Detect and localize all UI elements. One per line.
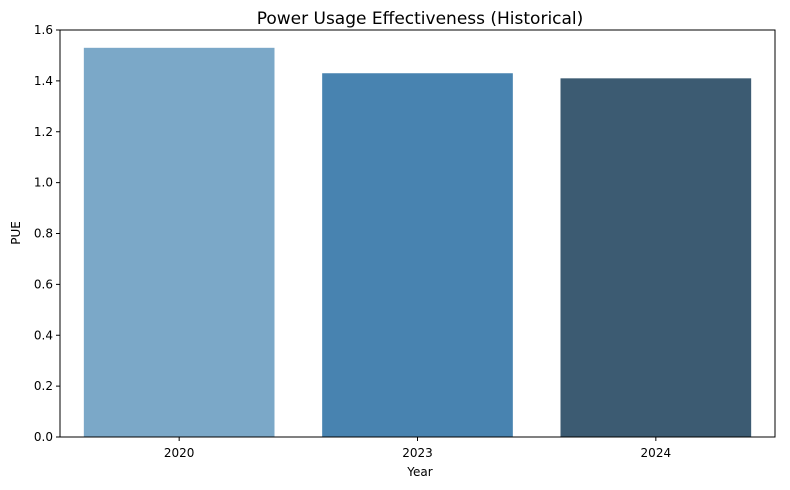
y-tick-label: 1.4 (34, 74, 53, 88)
x-tick-label: 2024 (641, 446, 672, 460)
y-tick-label: 0.8 (34, 227, 53, 241)
bars (83, 47, 752, 438)
y-tick-label: 0.6 (34, 277, 53, 291)
plot-frame (59, 29, 776, 438)
y-axis-label: PUE (9, 221, 23, 245)
y-axis: 0.0 0.2 0.4 0.6 0.8 1.0 1.2 1.4 1.6 (34, 23, 60, 444)
y-tick-label: 0.0 (34, 430, 53, 444)
y-tick-label: 0.2 (34, 379, 53, 393)
chart-title: Power Usage Effectiveness (Historical) (257, 9, 584, 29)
bar-2020 (83, 47, 275, 438)
x-tick-label: 2023 (402, 446, 433, 460)
y-tick-label: 1.6 (34, 23, 53, 37)
bar-2023 (322, 73, 513, 438)
bar-2024 (560, 78, 752, 438)
y-tick-label: 1.2 (34, 125, 53, 139)
x-axis-label: Year (406, 465, 432, 479)
y-tick-label: 0.4 (34, 328, 53, 342)
x-axis: 2020 2023 2024 (164, 437, 671, 460)
x-tick-label: 2020 (164, 446, 195, 460)
y-tick-label: 1.0 (34, 176, 53, 190)
